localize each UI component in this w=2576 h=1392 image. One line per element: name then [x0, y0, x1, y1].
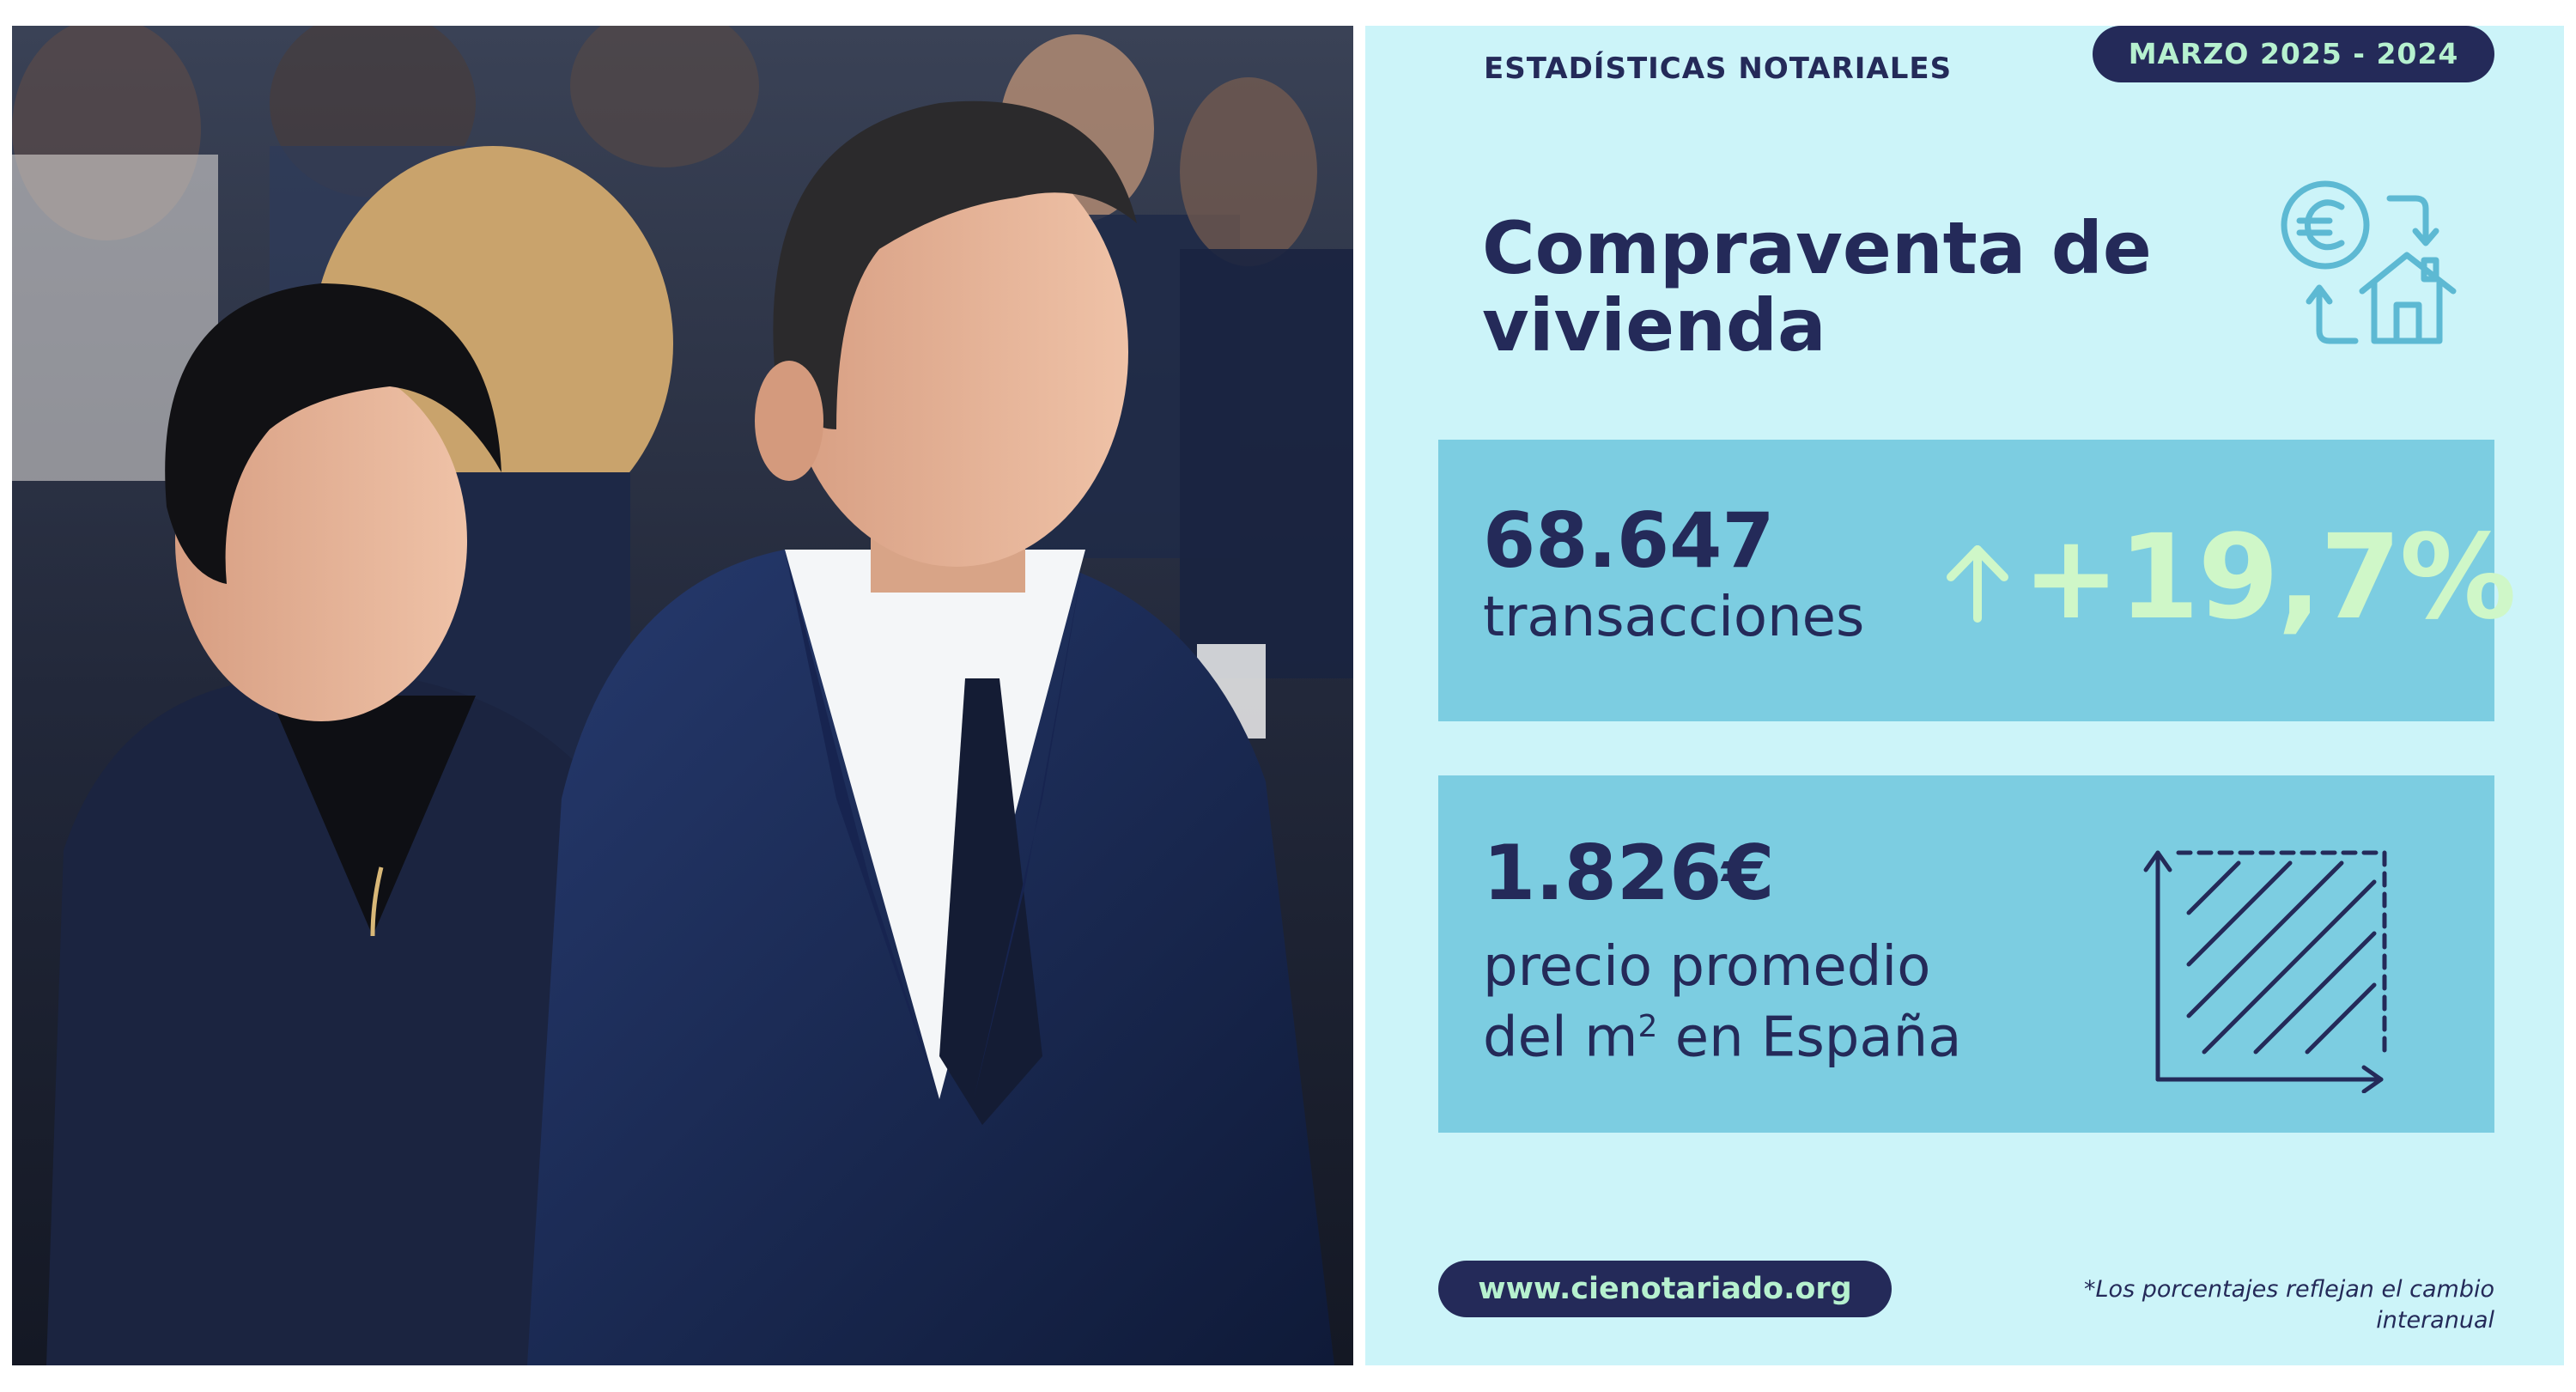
price-label-line-1: precio promedio: [1483, 935, 1931, 999]
transactions-value: 68.647: [1483, 496, 1775, 585]
footnote: *Los porcentajes reflejan el cambio inte…: [2084, 1276, 2494, 1334]
website-link[interactable]: www.cienotariado.org: [1438, 1261, 1892, 1317]
price-label-line-2: del m2 en España: [1483, 997, 2084, 1067]
price-label-sup: 2: [1637, 1009, 1658, 1044]
price-label-pre: del m: [1483, 1006, 1638, 1070]
price-value: 1.826€: [1483, 829, 1775, 917]
title-line-1: Compraventa de: [1482, 206, 2152, 290]
price-label: precio promedio del m2 en España: [1483, 937, 2084, 1067]
event-photo: [12, 26, 1353, 1365]
euro-house-exchange-icon: [2281, 180, 2457, 344]
header-label: ESTADÍSTICAS NOTARIALES: [1484, 52, 1953, 86]
date-range-badge: MARZO 2025 - 2024: [2093, 26, 2494, 82]
transactions-label: transacciones: [1483, 586, 1865, 649]
page-title: Compraventa de vivienda: [1482, 210, 2186, 364]
transactions-panel: 68.647 transacciones +19,7%: [1438, 440, 2517, 721]
square-meter-area-icon: [2143, 850, 2387, 1093]
title-line-2: vivienda: [1482, 283, 1826, 368]
price-panel: 1.826€ precio promedio del m2 en España: [1438, 775, 2494, 1133]
arrow-up-icon: [1947, 545, 2008, 623]
infographic-card: ESTADÍSTICAS NOTARIALES MARZO 2025 - 202…: [1365, 26, 2564, 1365]
photo-illustration: [12, 26, 1353, 1365]
price-label-post: en España: [1657, 1006, 1962, 1070]
transactions-change: +19,7%: [2022, 510, 2517, 646]
